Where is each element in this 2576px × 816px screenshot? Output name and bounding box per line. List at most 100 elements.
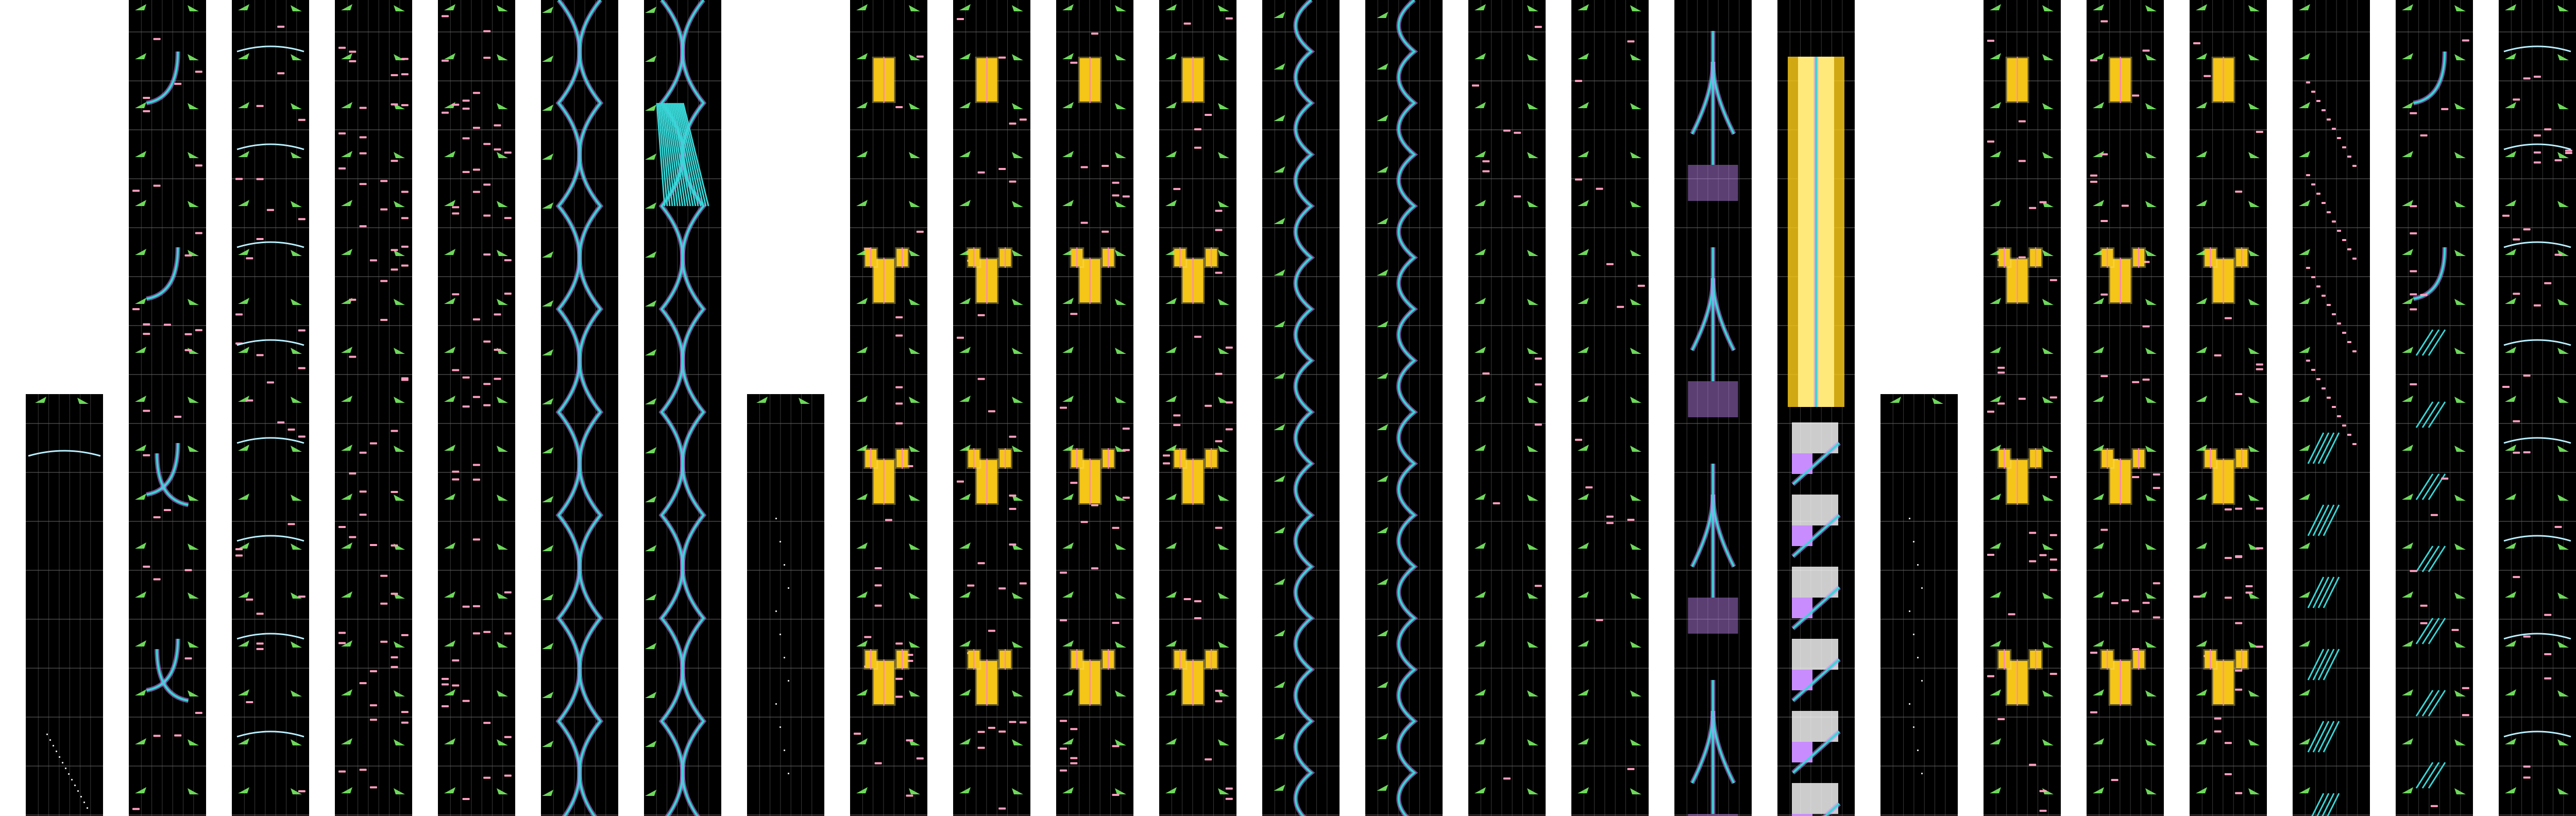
flick-arrow (856, 640, 868, 647)
flick-arrow (856, 787, 868, 793)
tap-note (2410, 112, 2417, 114)
tap-note (462, 797, 470, 800)
tap-note (246, 598, 253, 601)
flick-arrow (2042, 152, 2054, 158)
flick-arrow (2505, 542, 2516, 549)
flick-arrow (856, 4, 868, 10)
flick-arrow (2557, 739, 2569, 745)
flick-arrow (2196, 396, 2207, 402)
flick-arrow (909, 103, 920, 109)
flick-arrow (1475, 445, 1486, 451)
tap-note (957, 336, 964, 339)
tap-note (2352, 258, 2357, 260)
flick-arrow (2196, 298, 2207, 304)
tap-note (2008, 613, 2015, 616)
tap-note (2321, 295, 2326, 297)
flick-arrow (2196, 542, 2207, 549)
flick-arrow (2557, 103, 2569, 109)
tap-note (1215, 700, 1223, 703)
tap-note (1917, 657, 1919, 658)
flick-arrow (2145, 397, 2157, 403)
flick-arrow (2454, 495, 2466, 501)
multi-lane-bar (2035, 247, 2037, 268)
tap-note (916, 55, 924, 58)
chart-strip (1984, 0, 2061, 816)
flick-arrow (2093, 738, 2104, 744)
slide-link (2317, 576, 2335, 608)
slide-link (236, 45, 304, 53)
tap-note (143, 323, 150, 326)
hold-path (1690, 61, 1716, 135)
tap-note (504, 151, 512, 154)
flick-arrow (1165, 4, 1177, 10)
multi-lane-bar (2016, 458, 2018, 505)
multi-lane-bar (986, 458, 988, 505)
hold-path (1710, 710, 1736, 785)
slide-link (2317, 721, 2335, 753)
multi-lane-bar (1005, 448, 1006, 469)
flick-arrow (1218, 201, 1229, 207)
tap-note (401, 634, 409, 636)
tap-note (277, 421, 285, 423)
tap-note (235, 554, 243, 557)
tap-note (1173, 414, 1181, 417)
flick-arrow (2196, 4, 2207, 10)
slide-link (2307, 432, 2325, 464)
flick-arrow (1377, 321, 1388, 327)
flick-arrow (2299, 591, 2310, 598)
tap-note (977, 314, 985, 316)
flick-arrow (1115, 152, 1126, 158)
tap-note (1575, 178, 1582, 181)
chart-strip (2190, 0, 2267, 816)
flick-arrow (291, 5, 302, 11)
flick-arrow (645, 202, 656, 209)
flick-arrow (1218, 5, 1229, 11)
tap-note (235, 548, 243, 551)
slide-link (659, 103, 671, 207)
tap-note (494, 148, 501, 151)
tap-note (452, 293, 460, 296)
tap-note (895, 695, 903, 698)
flick-arrow (909, 495, 920, 501)
tap-note (298, 118, 306, 121)
flick-arrow (645, 741, 656, 747)
flick-arrow (497, 495, 508, 501)
slide-link (2503, 143, 2571, 150)
tap-note (80, 796, 82, 797)
tap-note (1009, 180, 1016, 183)
hold-path (156, 453, 189, 506)
slide-link (2307, 504, 2325, 536)
multi-lane-bar (2004, 448, 2005, 469)
tap-note (1205, 404, 1212, 407)
flick-arrow (1527, 788, 1538, 794)
flick-arrow (959, 249, 971, 255)
flick-arrow (2505, 298, 2516, 304)
tap-note (1482, 170, 1490, 173)
tap-note (2533, 161, 2541, 164)
tap-note (452, 659, 460, 661)
flick-arrow (1274, 269, 1285, 276)
flick-arrow (2557, 201, 2569, 207)
flick-arrow (2196, 200, 2207, 206)
tap-note (391, 103, 398, 106)
tap-note (338, 167, 346, 170)
flick-arrow (1990, 53, 2001, 59)
flick-arrow (135, 102, 146, 108)
tap-note (143, 454, 150, 456)
slide-link (2312, 432, 2330, 464)
flick-arrow (856, 102, 868, 108)
hold-path (1710, 61, 1736, 135)
tap-note (1112, 794, 1120, 796)
flick-arrow (188, 152, 199, 158)
flick-arrow (2505, 445, 2516, 451)
tap-note (2256, 507, 2263, 510)
slide-link (2421, 473, 2440, 500)
tap-note (359, 225, 367, 228)
tap-note (2153, 616, 2160, 619)
flick-arrow (2454, 201, 2466, 207)
tap-note (2142, 378, 2150, 381)
flick-arrow (2093, 249, 2104, 255)
tap-note (1060, 769, 1067, 772)
flick-arrow (1630, 641, 1641, 648)
multi-lane-bar (902, 649, 903, 670)
